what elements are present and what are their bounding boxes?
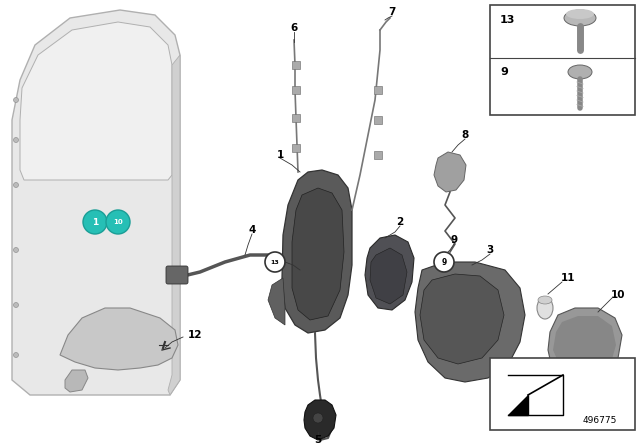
- Polygon shape: [282, 170, 352, 333]
- Text: 4: 4: [248, 225, 256, 235]
- Ellipse shape: [537, 297, 553, 319]
- Text: 13: 13: [271, 259, 280, 264]
- FancyBboxPatch shape: [490, 358, 635, 430]
- Text: 9: 9: [500, 67, 508, 77]
- FancyBboxPatch shape: [292, 114, 300, 122]
- Polygon shape: [548, 308, 622, 382]
- Circle shape: [13, 138, 19, 142]
- Text: 7: 7: [388, 7, 396, 17]
- Polygon shape: [434, 152, 466, 192]
- Circle shape: [13, 353, 19, 358]
- Polygon shape: [415, 262, 525, 382]
- Circle shape: [13, 302, 19, 307]
- Polygon shape: [60, 308, 178, 370]
- Polygon shape: [508, 395, 528, 415]
- FancyBboxPatch shape: [292, 61, 300, 69]
- Circle shape: [313, 413, 323, 423]
- Ellipse shape: [564, 10, 596, 26]
- Polygon shape: [168, 55, 180, 395]
- Polygon shape: [292, 188, 344, 320]
- Polygon shape: [370, 248, 407, 304]
- FancyBboxPatch shape: [374, 116, 382, 124]
- Text: 1: 1: [276, 150, 284, 160]
- Polygon shape: [12, 10, 180, 395]
- Text: 12: 12: [188, 330, 202, 340]
- Text: 9: 9: [442, 258, 447, 267]
- Text: 496775: 496775: [583, 415, 617, 425]
- Polygon shape: [553, 316, 616, 377]
- Text: 3: 3: [486, 245, 493, 255]
- FancyBboxPatch shape: [490, 5, 635, 115]
- FancyBboxPatch shape: [292, 86, 300, 94]
- FancyBboxPatch shape: [374, 151, 382, 159]
- Polygon shape: [304, 400, 336, 440]
- Text: 5: 5: [314, 435, 322, 445]
- FancyBboxPatch shape: [292, 144, 300, 152]
- Text: 13: 13: [500, 15, 515, 25]
- Text: 2: 2: [396, 217, 404, 227]
- Polygon shape: [420, 274, 504, 364]
- Polygon shape: [20, 22, 172, 180]
- FancyBboxPatch shape: [374, 86, 382, 94]
- Text: 8: 8: [461, 130, 468, 140]
- Ellipse shape: [538, 296, 552, 304]
- Circle shape: [265, 252, 285, 272]
- Polygon shape: [268, 278, 285, 325]
- Polygon shape: [365, 235, 414, 310]
- Ellipse shape: [568, 65, 592, 79]
- Text: 1: 1: [92, 217, 98, 227]
- Text: 11: 11: [561, 273, 575, 283]
- Circle shape: [13, 247, 19, 253]
- Text: 10: 10: [113, 219, 123, 225]
- Circle shape: [13, 98, 19, 103]
- Text: 9: 9: [451, 235, 458, 245]
- Circle shape: [13, 182, 19, 188]
- Ellipse shape: [566, 9, 594, 19]
- Text: 6: 6: [291, 23, 298, 33]
- Polygon shape: [65, 370, 88, 392]
- Circle shape: [106, 210, 130, 234]
- Text: 10: 10: [611, 290, 625, 300]
- FancyBboxPatch shape: [166, 266, 188, 284]
- Circle shape: [434, 252, 454, 272]
- Circle shape: [83, 210, 107, 234]
